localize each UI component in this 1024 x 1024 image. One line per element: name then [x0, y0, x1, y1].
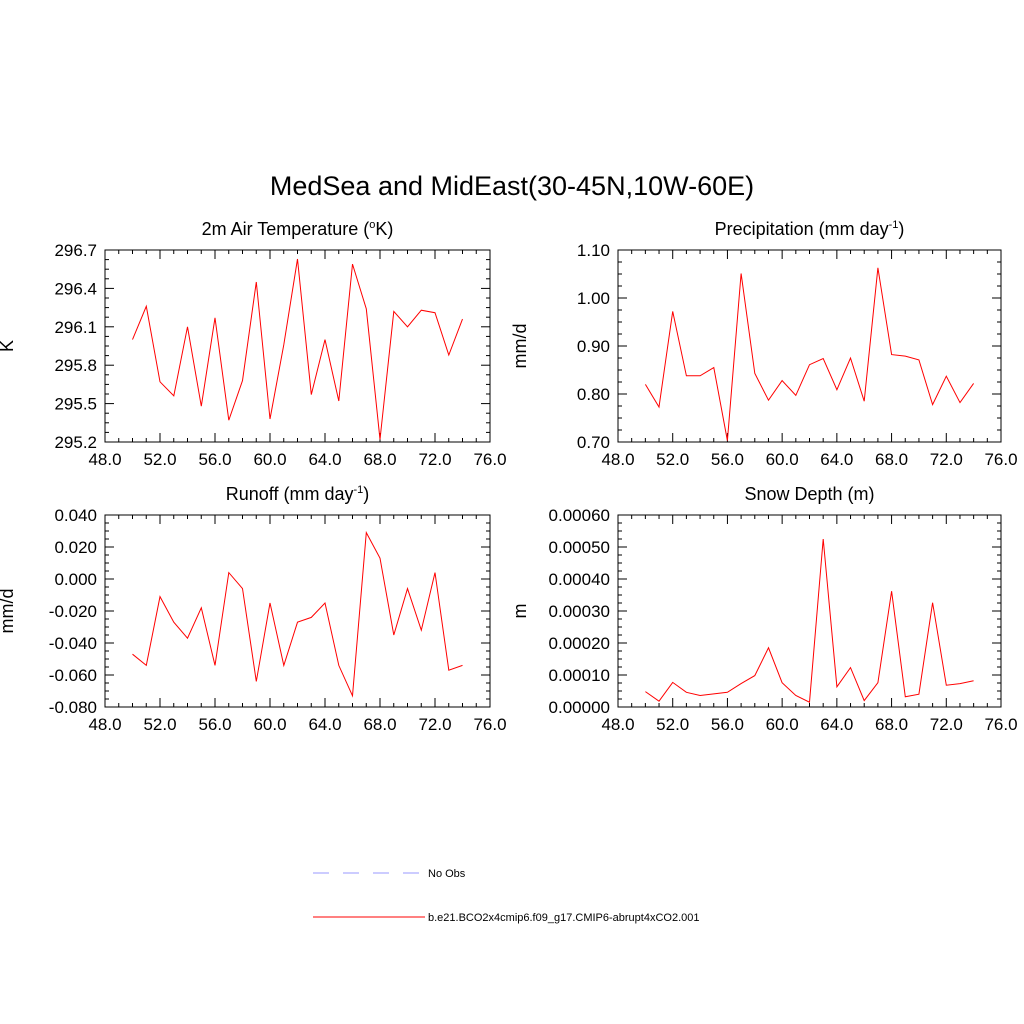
y-tick-label: 296.4: [54, 279, 97, 298]
panel-title: 2m Air Temperature (oK): [202, 219, 394, 239]
y-axis-label: m: [510, 604, 530, 619]
y-tick-label: 0.00040: [549, 570, 610, 589]
y-tick-label: 0.80: [577, 385, 610, 404]
figure-title: MedSea and MidEast(30-45N,10W-60E): [270, 171, 754, 201]
x-tick-label: 48.0: [601, 715, 634, 734]
x-tick-label: 56.0: [711, 450, 744, 469]
x-tick-label: 64.0: [308, 450, 341, 469]
y-tick-label: 0.00010: [549, 666, 610, 685]
x-tick-label: 52.0: [143, 450, 176, 469]
x-tick-label: 72.0: [418, 715, 451, 734]
series-line: [645, 538, 974, 703]
panel-title: Runoff (mm day-1): [226, 484, 370, 504]
x-tick-label: 68.0: [875, 715, 908, 734]
y-tick-label: 296.1: [54, 318, 97, 337]
panel-runoff: Runoff (mm day-1) mm/d 48.0 52.0 56.0 60.0 64.…: [0, 484, 507, 734]
panel-temperature: 2m Air Temperature (oK) K 48.0 52.0 56.0 60.0…: [0, 219, 507, 469]
panel-title: Snow Depth (m): [744, 484, 874, 504]
panel-snow-depth: Snow Depth (m) m 48.0 52.0 56.0 60.0 64.0 68.0 7…: [510, 484, 1018, 734]
x-tick-label: 68.0: [875, 450, 908, 469]
series-line: [132, 258, 463, 440]
y-tick-label: 296.7: [54, 241, 97, 260]
x-tick-label: 68.0: [363, 450, 396, 469]
y-axis-label: mm/d: [0, 589, 17, 634]
x-tick-label: 56.0: [198, 715, 231, 734]
y-tick-label: 1.00: [577, 289, 610, 308]
x-tick-label: 60.0: [766, 450, 799, 469]
series-line: [644, 267, 975, 441]
x-tick-label: 76.0: [473, 450, 506, 469]
x-tick-label: 56.0: [711, 715, 744, 734]
x-tick-label: 72.0: [930, 450, 963, 469]
x-tick-label: 60.0: [253, 715, 286, 734]
y-tick-label: -0.040: [49, 634, 97, 653]
y-tick-label: 0.70: [577, 433, 610, 452]
x-tick-label: 72.0: [930, 715, 963, 734]
x-tick-label: 72.0: [418, 450, 451, 469]
x-tick-label: 76.0: [984, 715, 1017, 734]
y-tick-label: 0.90: [577, 337, 610, 356]
panel-precipitation: Precipitation (mm day-1) mm/d 48.0 52.0 56.0…: [510, 219, 1018, 469]
y-tick-label: 0.000: [54, 570, 97, 589]
x-tick-label: 64.0: [308, 715, 341, 734]
x-tick-label: 52.0: [656, 450, 689, 469]
x-tick-label: 56.0: [198, 450, 231, 469]
legend: No Obs b.e21.BCO2x4cmip6.f09_g17.CMIP6-a…: [313, 868, 700, 924]
y-tick-label: 0.040: [54, 506, 97, 525]
x-tick-label: 68.0: [363, 715, 396, 734]
series-line: [132, 530, 463, 698]
y-axis-label: K: [0, 340, 17, 352]
y-tick-label: 1.10: [577, 241, 610, 260]
panel-title: Precipitation (mm day-1): [715, 219, 905, 239]
y-axis-label: mm/d: [510, 324, 530, 369]
y-tick-label: 0.020: [54, 538, 97, 557]
x-tick-label: 60.0: [766, 715, 799, 734]
y-tick-label: 0.00030: [549, 602, 610, 621]
x-tick-label: 48.0: [601, 450, 634, 469]
x-tick-label: 60.0: [253, 450, 286, 469]
y-tick-label: 295.2: [54, 433, 97, 452]
x-tick-label: 48.0: [88, 450, 121, 469]
y-tick-label: -0.020: [49, 602, 97, 621]
y-tick-label: 0.00050: [549, 538, 610, 557]
y-tick-label: 295.8: [54, 356, 97, 375]
y-tick-label: 0.00060: [549, 506, 610, 525]
y-tick-label: 0.00000: [549, 698, 610, 717]
x-tick-label: 52.0: [656, 715, 689, 734]
y-tick-label: 295.5: [54, 395, 97, 414]
legend-label-no-obs: No Obs: [428, 868, 466, 880]
x-tick-label: 64.0: [820, 715, 853, 734]
y-tick-label: -0.060: [49, 666, 97, 685]
x-tick-label: 76.0: [473, 715, 506, 734]
y-tick-label: 0.00020: [549, 634, 610, 653]
x-tick-label: 48.0: [88, 715, 121, 734]
panels: 2m Air Temperature (oK) K 48.0 52.0 56.0 60.0…: [0, 219, 1018, 734]
x-tick-label: 76.0: [984, 450, 1017, 469]
x-tick-label: 64.0: [820, 450, 853, 469]
y-tick-label: -0.080: [49, 698, 97, 717]
x-tick-label: 52.0: [143, 715, 176, 734]
legend-label-model: b.e21.BCO2x4cmip6.f09_g17.CMIP6-abrupt4x…: [428, 912, 700, 924]
